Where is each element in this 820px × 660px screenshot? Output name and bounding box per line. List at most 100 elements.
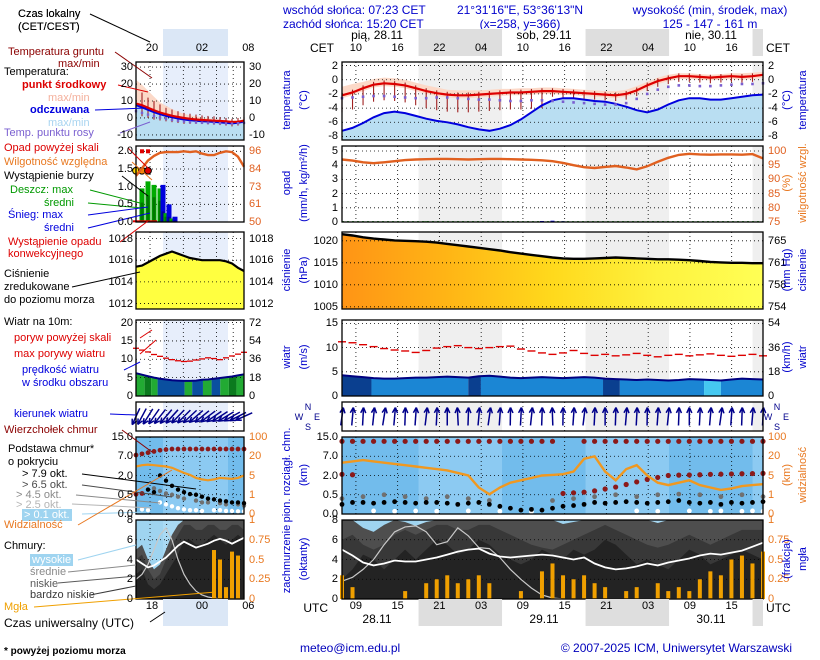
legend-leader-line <box>87 202 143 209</box>
cloud-base-dot <box>634 500 640 505</box>
cloud-base-white-dot <box>181 507 187 512</box>
cloud-top-low-dot <box>613 484 619 490</box>
wind-direction-arrow <box>528 407 536 426</box>
cloud-base-dot <box>381 500 387 505</box>
cloud-base-white-dot <box>163 502 169 507</box>
cet-tick-label: 04 <box>475 42 488 54</box>
wind-direction-arrow <box>749 407 757 426</box>
legend-okt-01: > 0.1 okt. <box>22 509 72 521</box>
wind-direction-arrow <box>188 410 204 424</box>
axis-tick-label: 0 <box>249 111 256 124</box>
axis-tick-label: 0 <box>768 593 775 605</box>
mini-utc-tick: 06 <box>242 600 255 612</box>
axis-tick-label: 2 <box>126 573 133 586</box>
axis-tick-label: -10 <box>117 128 133 141</box>
humidity-line-mini <box>135 150 246 177</box>
axis-tick-label: 1 <box>768 488 775 501</box>
legend-opad-konw-2: konwekcyjnego <box>8 248 84 260</box>
cloud-base-dot <box>592 500 597 505</box>
legend-deszcz-sredni: średni <box>44 197 74 209</box>
cloud-base-dot <box>455 501 461 507</box>
cloud-top-dot <box>549 438 556 444</box>
cloud-base-dot <box>402 500 408 505</box>
sunset-label: zachód słońca: 15:20 CET <box>283 17 424 31</box>
cloud-base-gray-dot <box>151 486 157 491</box>
legend-leader-line <box>87 212 151 229</box>
wind-direction-arrow <box>486 407 494 426</box>
cloud-base-dot <box>560 503 566 509</box>
email-link[interactable]: meteo@icm.edu.pl <box>300 641 401 655</box>
axis-tick-label: -4 <box>328 102 338 115</box>
legend-deszcz-max: Deszcz: max <box>10 184 73 196</box>
cloud-base-dot <box>476 500 482 505</box>
axis-tick-label: 1012 <box>249 297 274 310</box>
legend-predkosc-1: prędkość wiatru <box>22 364 100 376</box>
cloud-base-dot <box>539 507 545 513</box>
cloud-base-gray-dot <box>169 492 175 497</box>
cloud-base-white-dot <box>235 509 241 514</box>
coords-xy-label: (x=258, y=366) <box>479 17 561 31</box>
cloud-base-dot <box>581 501 587 507</box>
cloud-top-dot <box>392 438 398 444</box>
cloud-base-white-dot <box>718 508 724 514</box>
axis-tick-label: 1.5 <box>117 162 133 175</box>
cloud-top-dot <box>581 438 587 444</box>
axis-tick-label: 1 <box>768 514 775 526</box>
cloud-top-dot <box>151 449 157 454</box>
cloud-base-gray-dot <box>199 500 205 505</box>
utc-tick-label: 09 <box>683 600 697 612</box>
copyright-link[interactable]: © 2007-2025 ICM, Uniwersytet Warszawski <box>560 641 792 655</box>
wind-direction-arrow <box>538 407 546 426</box>
cloud-top-dot <box>169 446 175 452</box>
legend-leader-line <box>57 575 137 584</box>
axis-tick-label: 30 <box>249 61 262 74</box>
legend-predkosc-2: w środku obszaru <box>22 377 109 389</box>
axis-tick-label: 0 <box>768 508 775 520</box>
wind-direction-arrow <box>591 407 599 426</box>
legend-poryw-skala: poryw powyżej skali <box>14 332 112 344</box>
legend-odczuwana-maxmin: max/min <box>48 117 90 129</box>
wind-direction-arrow <box>686 407 693 426</box>
legend-punkt-srodkowy: punkt środkowy <box>22 79 107 91</box>
axis-tick-label: 0.75 <box>768 533 790 546</box>
axis-tick-label: 2 <box>331 573 338 586</box>
wind-direction-arrow <box>176 409 191 424</box>
axis-tick-label: 1014 <box>249 275 274 288</box>
cloud-base-gray-dot <box>613 492 619 498</box>
cloud-top-dot <box>139 451 145 457</box>
cloud-base-gray-dot <box>360 494 366 500</box>
cloud-top-dot <box>349 438 356 444</box>
temperature-line <box>341 73 764 97</box>
axis-tick-label: 1005 <box>313 300 338 313</box>
legend-leader-line <box>127 147 151 171</box>
mini-cet-tick: 02 <box>195 42 209 54</box>
cloud-top-dot <box>539 438 545 444</box>
utc-unit-left: UTC <box>303 601 328 615</box>
cloud-top-dot <box>381 438 387 444</box>
cloud-top-dot <box>518 438 524 444</box>
axis-tick-label: -10 <box>249 128 265 141</box>
cloud-base-gray-dot <box>676 491 682 497</box>
axis-tick-label: 5 <box>768 469 775 482</box>
cloud-base-dot <box>718 501 724 507</box>
axis-tick-label: 1 <box>249 514 256 526</box>
cloud-top-dot <box>223 446 229 452</box>
legend-okt-79: > 7.9 okt. <box>22 468 68 480</box>
wind-direction-arrow <box>211 410 228 423</box>
axis-tick-label: 0 <box>249 390 256 402</box>
compass-right-w: W <box>763 411 773 422</box>
cloud-base-dot <box>486 501 492 507</box>
cloud-top-low-dot <box>749 470 756 477</box>
legend-leader-line <box>71 271 141 288</box>
axis-tick-label: 1016 <box>108 254 133 267</box>
axis-tick-label: 36 <box>249 353 262 366</box>
cloud-base-gray-dot <box>163 491 169 496</box>
mini-utc-tick: 18 <box>145 600 159 612</box>
local-time-label-2: (CET/CEST) <box>18 21 80 33</box>
wind-direction-arrow <box>601 407 609 426</box>
coords-label: 21°31'16"E, 53°36'13"N <box>456 3 584 17</box>
axis-tick-label: 0 <box>249 593 256 605</box>
visibility-line <box>341 454 764 496</box>
altitude-value: 125 - 147 - 161 m <box>662 17 758 31</box>
cloud-base-gray-dot <box>381 492 387 498</box>
